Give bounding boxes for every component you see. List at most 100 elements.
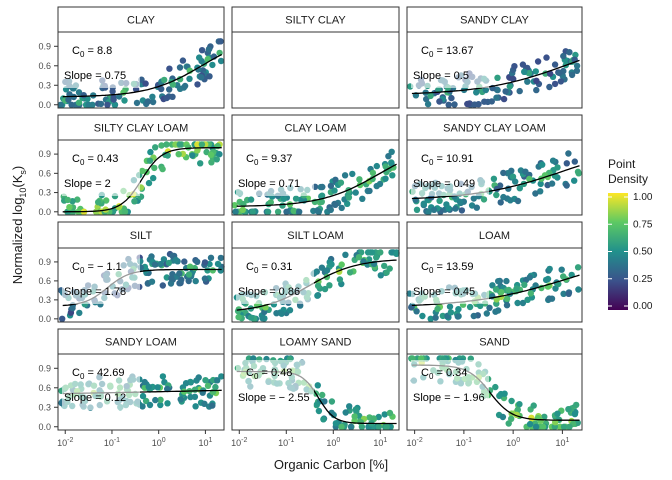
hex-point	[201, 275, 209, 282]
hex-point	[181, 82, 189, 90]
legend-tick-label: 1.00	[633, 192, 653, 203]
hex-point	[191, 386, 199, 393]
hex-point	[381, 411, 388, 418]
hex-point	[532, 190, 539, 197]
annotation-box	[62, 38, 140, 88]
hex-point	[519, 299, 527, 307]
hex-point	[249, 208, 256, 215]
hex-point	[332, 420, 340, 427]
fitted-curve	[236, 163, 397, 207]
hex-point	[549, 157, 557, 164]
hex-point	[375, 413, 382, 421]
hex-point	[571, 177, 578, 184]
panel-border	[231, 139, 400, 216]
hex-point	[526, 175, 533, 183]
hex-point	[575, 286, 582, 293]
hex-point	[501, 390, 508, 397]
hex-point	[546, 265, 553, 273]
hex-point	[508, 415, 515, 422]
hex-point	[464, 100, 471, 108]
hex-point	[314, 382, 321, 389]
hex-point	[503, 295, 511, 302]
hex-point	[217, 38, 224, 45]
strip-label: CLAY LOAM	[285, 123, 347, 135]
c0-subscript: 0	[429, 372, 434, 381]
hex-point	[565, 290, 572, 297]
c0-label: C0 = 0.43	[72, 153, 118, 167]
c0-label: C0 = 0.48	[246, 367, 292, 381]
hex-point	[217, 254, 225, 262]
y-tick-label: 0.0	[38, 100, 51, 110]
strip-box	[231, 114, 400, 141]
c0-label: C0 = 13.59	[421, 261, 473, 275]
hex-point	[571, 410, 579, 418]
hex-point	[197, 74, 205, 81]
hex-point	[346, 403, 353, 410]
y-tick-label: 0.6	[38, 276, 51, 286]
x-tick-label: 101	[198, 437, 212, 448]
hex-point	[57, 101, 64, 109]
panel-silty-clay: SILTY CLAY	[231, 6, 400, 109]
hex-point	[492, 383, 499, 391]
y-axis-title-paren-open: (K	[10, 174, 25, 187]
strip-label: SANDY CLAY	[460, 15, 529, 27]
panel-border	[406, 353, 583, 431]
hex-point	[370, 415, 377, 422]
hex-point	[488, 98, 495, 105]
hex-point	[494, 74, 501, 82]
hex-point	[509, 173, 517, 180]
hex-point	[179, 57, 187, 64]
c0-value: = 0.31	[258, 261, 292, 273]
hex-point	[352, 189, 359, 196]
legend-ticks: 1.00 0.75 0.50 0.25 0.00	[608, 192, 653, 312]
hex-point	[454, 313, 461, 320]
hex-point	[164, 385, 171, 393]
hex-point	[176, 141, 183, 148]
hex-point	[318, 192, 326, 199]
hex-point	[521, 68, 528, 76]
hex-point	[64, 196, 72, 204]
hex-point	[319, 391, 326, 399]
hex-point	[278, 310, 285, 317]
hex-point	[264, 208, 272, 215]
hex-point	[161, 76, 168, 84]
hex-point	[502, 88, 509, 95]
hex-point	[337, 179, 345, 186]
hex-point	[111, 101, 119, 109]
hex-point	[214, 260, 222, 268]
y-axis-title-paren-close: )	[10, 166, 25, 170]
hex-point	[393, 250, 400, 257]
panel-silt-loam: SILT LOAM C0 = 0.31 Slope = 0.86	[231, 221, 400, 323]
strip-label: SILTY CLAY LOAM	[94, 123, 189, 135]
hex-point	[279, 202, 286, 209]
hex-point	[166, 86, 173, 93]
hex-point	[381, 262, 388, 270]
c0-value: = 13.67	[433, 45, 473, 57]
fitted-curve	[236, 259, 397, 311]
hex-point	[413, 206, 421, 213]
hex-point	[159, 373, 167, 380]
hex-point	[355, 254, 363, 261]
hex-point	[259, 315, 266, 322]
annotation-box	[62, 146, 140, 196]
hex-point	[477, 302, 484, 310]
hex-point	[167, 280, 175, 287]
hex-point	[194, 258, 201, 265]
hex-point	[149, 93, 156, 101]
hex-point	[159, 282, 166, 289]
hex-point	[534, 58, 542, 65]
hex-point	[482, 86, 490, 94]
hex-point	[195, 66, 202, 73]
hex-point	[493, 94, 500, 101]
hex-point	[369, 175, 376, 183]
hex-point	[146, 401, 154, 409]
hex-point	[194, 141, 201, 148]
hex-point	[152, 144, 159, 151]
hex-point	[323, 267, 331, 274]
hex-point	[247, 196, 255, 203]
panel-sand: SAND C0 = 0.34 Slope = − 1.96	[406, 328, 583, 431]
hex-point	[574, 264, 582, 271]
c0-label: C0 = − 1.1	[72, 261, 122, 275]
hex-point	[425, 208, 432, 215]
hex-point	[157, 396, 164, 403]
